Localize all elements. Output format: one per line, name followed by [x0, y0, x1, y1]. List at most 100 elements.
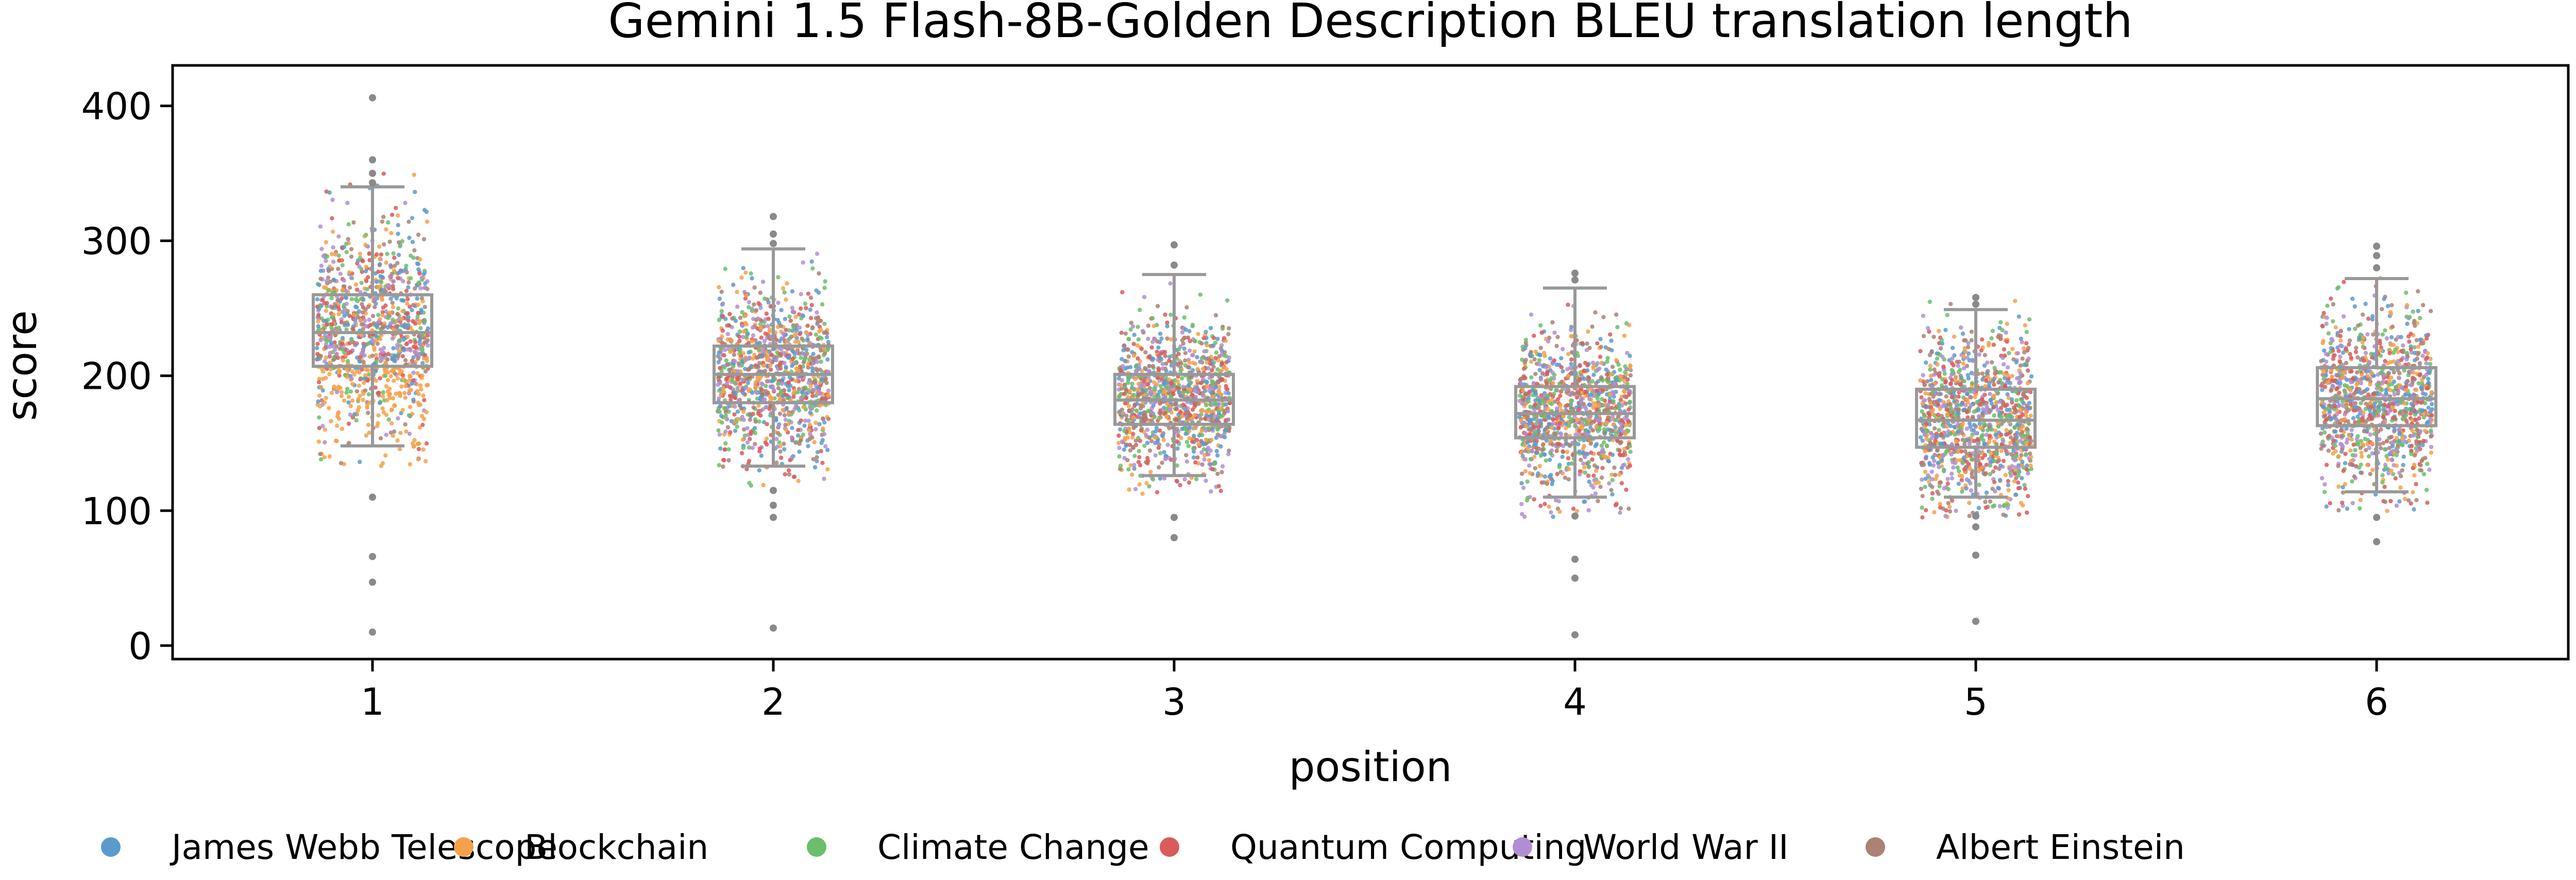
strip-point	[1520, 454, 1525, 458]
strip-point	[1148, 470, 1153, 474]
strip-point	[794, 360, 799, 365]
strip-point	[735, 304, 740, 309]
strip-point	[1155, 382, 1159, 387]
strip-point	[728, 398, 733, 402]
strip-point	[377, 401, 382, 405]
strip-point	[1529, 354, 1533, 358]
strip-point	[818, 380, 822, 385]
strip-point	[407, 432, 412, 436]
strip-point	[416, 356, 420, 361]
strip-point	[1586, 460, 1591, 464]
strip-point	[1128, 448, 1133, 453]
strip-point	[1192, 349, 1197, 354]
strip-point	[1586, 329, 1590, 334]
strip-point	[1533, 349, 1538, 354]
strip-point	[826, 347, 831, 351]
strip-point	[406, 322, 411, 327]
strip-point	[396, 252, 401, 257]
strip-point	[816, 315, 821, 320]
strip-point	[1545, 481, 1549, 486]
strip-point	[376, 421, 380, 426]
strip-point	[387, 310, 392, 315]
strip-point	[762, 339, 767, 343]
strip-point	[751, 317, 756, 321]
strip-point	[2024, 395, 2029, 400]
strip-point	[820, 302, 825, 307]
strip-point	[787, 314, 792, 319]
strip-point	[367, 317, 371, 322]
strip-point	[1139, 411, 1143, 416]
strip-point	[803, 301, 808, 306]
strip-point	[336, 385, 341, 389]
strip-point	[379, 280, 384, 284]
strip-point	[350, 398, 355, 403]
strip-point	[719, 369, 724, 373]
strip-point	[1976, 506, 1981, 510]
strip-point	[326, 275, 331, 280]
strip-point	[805, 351, 809, 356]
strip-point	[1557, 464, 1562, 470]
strip-point	[820, 460, 825, 465]
strip-point	[755, 316, 760, 321]
strip-point	[1540, 371, 1545, 376]
strip-point	[749, 364, 754, 369]
strip-point	[793, 315, 798, 319]
strip-point	[1527, 390, 1531, 395]
strip-point	[2017, 404, 2022, 409]
strip-point	[723, 407, 727, 411]
strip-point	[764, 350, 769, 355]
strip-point	[1204, 438, 1209, 442]
strip-point	[2016, 512, 2022, 517]
strip-point	[1597, 421, 1602, 426]
strip-point	[1150, 410, 1155, 415]
strip-point	[418, 341, 422, 347]
strip-point	[1586, 464, 1591, 470]
strip-point	[345, 375, 350, 379]
strip-point	[1992, 382, 1996, 387]
strip-point	[1517, 415, 1522, 420]
strip-point	[1197, 433, 1202, 438]
strip-point	[388, 297, 393, 301]
strip-point	[731, 282, 736, 287]
strip-point	[406, 285, 411, 290]
strip-point	[752, 302, 756, 307]
strip-point	[1552, 373, 1557, 377]
strip-point	[413, 321, 418, 326]
strip-point	[1529, 359, 1534, 364]
strip-point	[732, 369, 737, 373]
strip-point	[742, 433, 748, 438]
strip-point	[1595, 361, 1600, 366]
strip-point	[753, 338, 758, 342]
strip-point	[375, 280, 379, 284]
strip-point	[1522, 359, 1527, 365]
strip-point	[784, 339, 789, 343]
strip-point	[1940, 377, 1945, 382]
strip-point	[1567, 467, 1571, 472]
strip-point	[1921, 334, 1926, 338]
strip-point	[1594, 424, 1599, 429]
strip-point	[754, 385, 758, 389]
strip-point	[396, 213, 400, 218]
strip-point	[1972, 409, 1976, 414]
strip-point	[332, 302, 337, 306]
strip-point	[1120, 439, 1125, 444]
strip-point	[779, 455, 784, 460]
strip-point	[812, 381, 818, 385]
strip-point	[1219, 377, 1225, 382]
strip-point	[422, 340, 427, 345]
strip-point	[1178, 410, 1183, 415]
strip-point	[1151, 356, 1156, 361]
strip-point	[782, 441, 786, 446]
strip-point	[1131, 426, 1136, 430]
strip-point	[349, 275, 353, 280]
strip-point	[1126, 354, 1131, 359]
strip-point	[1134, 401, 1140, 406]
strip-point	[405, 326, 411, 331]
strip-point	[1575, 418, 1580, 422]
strip-point	[816, 354, 821, 359]
strip-point	[330, 197, 335, 202]
strip-point	[1920, 438, 1925, 443]
strip-point	[823, 444, 828, 448]
strip-point	[390, 357, 395, 361]
strip-point	[400, 269, 405, 273]
